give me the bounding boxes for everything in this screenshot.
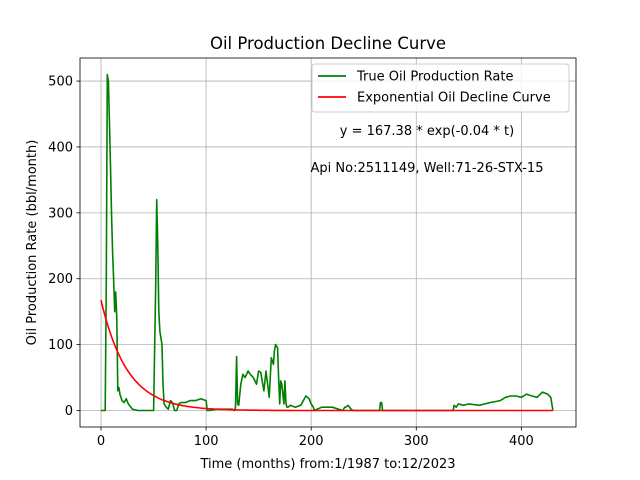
x-tick-label: 300	[404, 434, 429, 449]
x-tick-label: 200	[299, 434, 324, 449]
y-tick-label: 0	[65, 404, 73, 419]
y-tick-label: 300	[48, 206, 73, 221]
legend-box	[311, 63, 570, 113]
well-info-annotation: Api No:2511149, Well:71-26-STX-15	[311, 161, 544, 176]
x-tick-label: 0	[97, 434, 105, 449]
y-axis-label: Oil Production Rate (bbl/month)	[25, 140, 40, 346]
series-line-exponential-decline	[100, 300, 553, 412]
series-layer	[100, 73, 554, 412]
plot-area-frame	[79, 57, 577, 428]
x-tick-label: 100	[194, 434, 219, 449]
y-tick-label: 100	[48, 338, 73, 353]
x-axis-label: Time (months) from:1/1987 to:12/2023	[199, 457, 455, 472]
legend-label-true-production: True Oil Production Rate	[356, 70, 513, 85]
y-tick-label: 500	[48, 75, 73, 90]
chart-title: Oil Production Decline Curve	[210, 34, 446, 53]
y-tick-label: 200	[48, 272, 73, 287]
y-tick-label: 400	[48, 140, 73, 155]
x-tick-label: 400	[509, 434, 534, 449]
legend: True Oil Production Rate Exponential Oil…	[311, 63, 570, 113]
legend-label-exponential-decline: Exponential Oil Decline Curve	[357, 91, 551, 106]
equation-annotation: y = 167.38 * exp(-0.04 * t)	[340, 124, 514, 139]
axis-ticks: 0 100 200 300 400 0 100 200 300 400 500	[48, 75, 534, 449]
